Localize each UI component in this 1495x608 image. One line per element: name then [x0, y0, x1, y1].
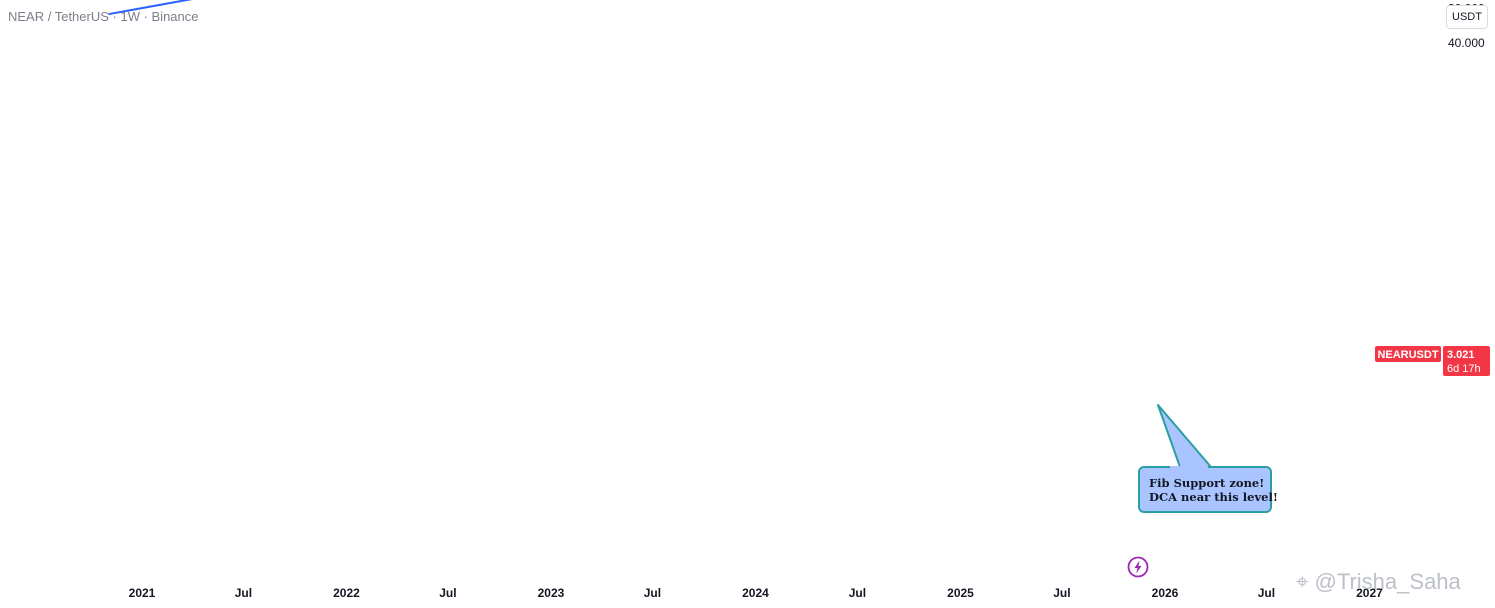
time-tick: 2021	[129, 586, 156, 600]
currency-unit-button[interactable]: USDT	[1446, 5, 1488, 29]
watermark-text: @Trisha_Saha	[1314, 569, 1461, 594]
symbol-title: NEAR / TetherUS · 1W · Binance	[8, 9, 199, 24]
camera-icon: ⌖	[1296, 569, 1309, 594]
trendlines	[108, 0, 1359, 16]
time-tick: Jul	[235, 586, 252, 600]
upper-trendline[interactable]	[108, 0, 1359, 16]
time-tick: 2026	[1152, 586, 1179, 600]
time-tick: Jul	[439, 586, 456, 600]
callout-pointer	[1157, 404, 1212, 468]
price-badge: NEARUSDT 3.021 6d 17h	[1375, 346, 1490, 376]
symbol-badge-bg	[1375, 346, 1441, 362]
callout-join	[1170, 466, 1208, 470]
time-tick: Jul	[1053, 586, 1070, 600]
symbol-label: NEARUSDT	[1377, 349, 1438, 361]
price-badge-bg	[1443, 346, 1490, 376]
countdown-value: 6d 17h	[1447, 363, 1481, 375]
time-tick: 2024	[742, 586, 769, 600]
time-tick: Jul	[644, 586, 661, 600]
callout-line-2: DCA near this level!	[1149, 490, 1278, 504]
time-axis[interactable]: 2021 Jul 2022 Jul 2023 Jul 2024 Jul 2025 Jul 2026 J…	[129, 586, 1384, 600]
callout-line-1: Fib Support zone!	[1149, 476, 1264, 490]
time-tick: 2025	[947, 586, 974, 600]
time-tick: Jul	[1258, 586, 1275, 600]
time-tick: 2023	[538, 586, 565, 600]
price-value: 3.021	[1447, 349, 1475, 361]
lightning-icon[interactable]	[1127, 556, 1149, 578]
time-tick: 2022	[333, 586, 360, 600]
price-tick: 40.000	[1448, 36, 1485, 50]
time-tick: Jul	[849, 586, 866, 600]
author-watermark: ⌖ @Trisha_Saha	[1296, 569, 1461, 595]
time-tick: 2027	[1356, 586, 1383, 600]
callout-annotation[interactable]: Fib Support zone! DCA near this level!	[1138, 404, 1278, 513]
